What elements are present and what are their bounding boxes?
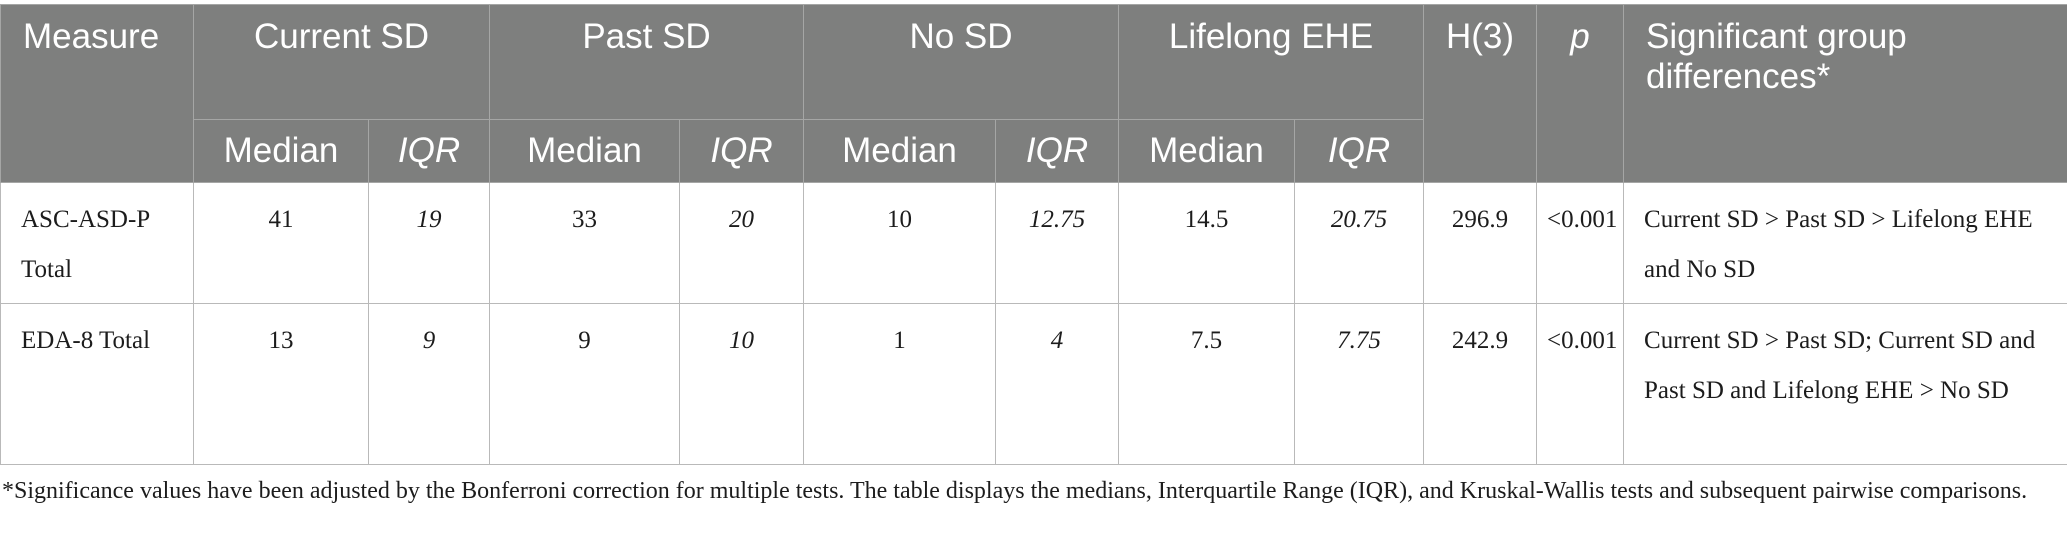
subheader-past-iqr: IQR xyxy=(678,119,805,183)
current-iqr-cell: 9 xyxy=(368,303,490,465)
table-row: EDA-8 Total 13 9 9 10 1 4 7.5 7.75 242.9… xyxy=(0,303,2067,465)
h3-cell: 296.9 xyxy=(1423,182,1538,304)
header-h3: H(3) xyxy=(1423,4,1538,183)
no-median-cell: 1 xyxy=(803,303,997,465)
subheader-current-median: Median xyxy=(193,119,369,183)
header-lifelong-ehe: Lifelong EHE xyxy=(1118,4,1425,120)
p-cell: <0.001 xyxy=(1536,182,1625,304)
subheader-no-median: Median xyxy=(803,119,997,183)
table-footnote: *Significance values have been adjusted … xyxy=(2,478,2028,504)
header-p: p xyxy=(1536,4,1625,183)
current-median-cell: 41 xyxy=(193,182,369,304)
header-significant-differences: Significant group differences* xyxy=(1623,4,2067,183)
table-row: ASC-ASD-P Total 41 19 33 20 10 12.75 14.… xyxy=(0,182,2067,304)
results-table-container: Measure Current SD Past SD No SD Lifelon… xyxy=(0,4,2067,507)
header-measure: Measure xyxy=(0,4,194,183)
subheader-past-median: Median xyxy=(489,119,680,183)
significance-cell: Current SD > Past SD > Lifelong EHE and … xyxy=(1623,182,2067,304)
no-iqr-cell: 12.75 xyxy=(995,182,1120,304)
ehe-iqr-cell: 7.75 xyxy=(1294,303,1425,465)
past-median-cell: 33 xyxy=(489,182,680,304)
row-measure: EDA-8 Total xyxy=(0,303,194,465)
subheader-ehe-iqr: IQR xyxy=(1294,119,1425,183)
results-table: Measure Current SD Past SD No SD Lifelon… xyxy=(0,4,2067,465)
ehe-median-cell: 14.5 xyxy=(1118,182,1296,304)
p-cell: <0.001 xyxy=(1536,303,1625,465)
past-median-cell: 9 xyxy=(489,303,680,465)
past-iqr-cell: 20 xyxy=(678,182,805,304)
past-iqr-cell: 10 xyxy=(678,303,805,465)
header-past-sd: Past SD xyxy=(488,4,805,120)
ehe-median-cell: 7.5 xyxy=(1118,303,1296,465)
no-median-cell: 10 xyxy=(803,182,997,304)
header-no-sd: No SD xyxy=(803,4,1120,120)
row-measure: ASC-ASD-P Total xyxy=(0,182,194,304)
current-iqr-cell: 19 xyxy=(368,182,490,304)
no-iqr-cell: 4 xyxy=(995,303,1120,465)
subheader-current-iqr: IQR xyxy=(368,119,490,183)
subheader-no-iqr: IQR xyxy=(995,119,1120,183)
significance-cell: Current SD > Past SD; Current SD and Pas… xyxy=(1623,303,2067,465)
current-median-cell: 13 xyxy=(193,303,369,465)
ehe-iqr-cell: 20.75 xyxy=(1294,182,1425,304)
subheader-ehe-median: Median xyxy=(1118,119,1296,183)
header-current-sd: Current SD xyxy=(193,4,490,120)
h3-cell: 242.9 xyxy=(1423,303,1538,465)
